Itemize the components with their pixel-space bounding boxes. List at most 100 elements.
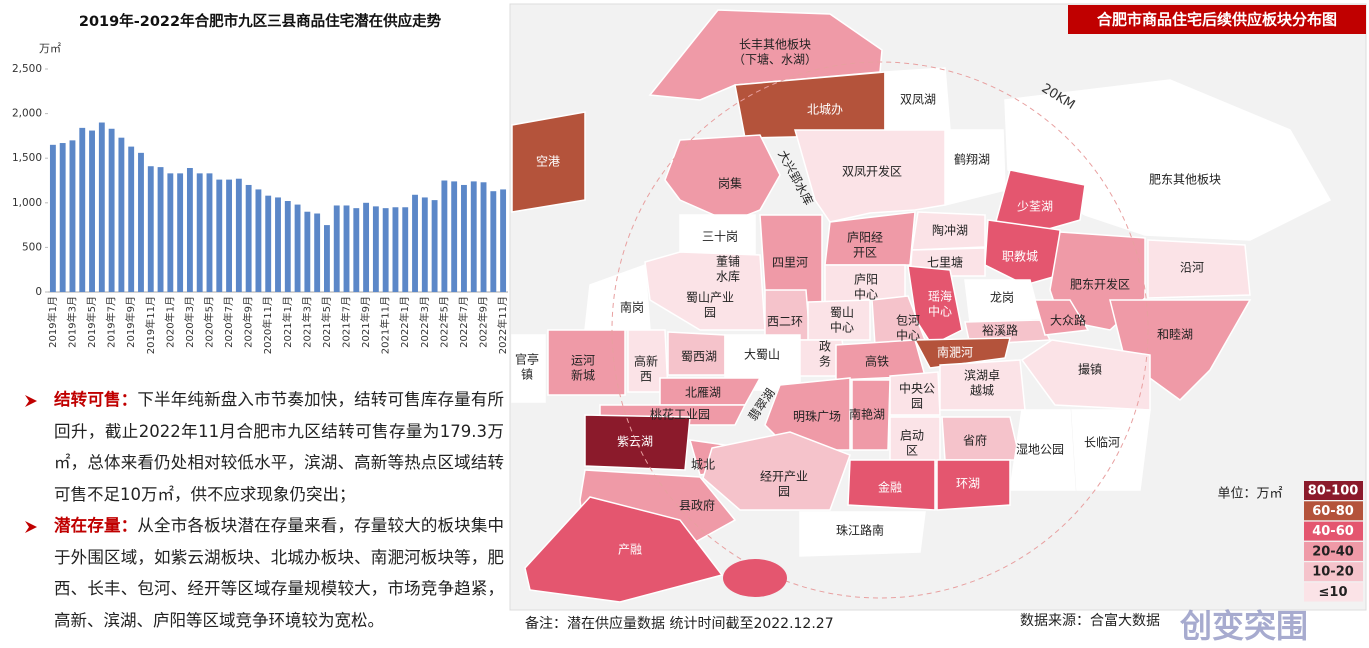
legend-swatch bbox=[1304, 481, 1363, 500]
bar bbox=[167, 173, 174, 292]
map-region bbox=[511, 334, 546, 403]
region-label: 长临河 bbox=[1084, 436, 1120, 450]
bar bbox=[235, 178, 242, 292]
bar bbox=[157, 167, 164, 292]
map-title-bg bbox=[1068, 5, 1366, 34]
legend-label: 20-40 bbox=[1312, 544, 1354, 559]
region-label: 镇 bbox=[521, 368, 533, 382]
region-label: 中心 bbox=[896, 328, 920, 343]
bar bbox=[118, 137, 125, 292]
x-tick-label: 2020年7月 bbox=[222, 296, 235, 348]
bar bbox=[59, 143, 66, 292]
x-tick-label: 2020年9月 bbox=[242, 296, 255, 348]
bar bbox=[186, 168, 193, 292]
bar bbox=[461, 184, 467, 292]
region-label: 越城 bbox=[970, 384, 994, 398]
region-label: 启动 bbox=[900, 429, 924, 443]
bar bbox=[196, 173, 203, 292]
map-region bbox=[1147, 239, 1251, 299]
footnote: 备注：潜在供应量数据 统计时间截至2022.12.27 bbox=[525, 615, 834, 632]
region-label: 双凤开发区 bbox=[842, 164, 902, 179]
y-tick-label: 0 bbox=[35, 286, 42, 298]
watermark: 创变突围 bbox=[1179, 607, 1308, 645]
region-label: 园 bbox=[911, 397, 923, 411]
map-region bbox=[1020, 339, 1151, 411]
region-label: 开区 bbox=[853, 246, 877, 260]
x-tick-label: 2022年5月 bbox=[437, 296, 450, 348]
bar bbox=[294, 204, 301, 292]
legend-swatch bbox=[1304, 501, 1363, 521]
radius-circle bbox=[611, 61, 1149, 599]
bar bbox=[324, 225, 330, 292]
region-label: 蜀山 bbox=[830, 306, 854, 320]
region-label: 经开产业 bbox=[760, 470, 808, 484]
bar bbox=[89, 130, 95, 292]
map-region bbox=[584, 414, 691, 471]
bullet-body: 下半年纯新盘入市节奏加快，结转可售库存量有所回升，截止2022年11月合肥市九区… bbox=[54, 390, 505, 504]
region-label: 园 bbox=[704, 306, 716, 320]
region-label: 岗集 bbox=[718, 176, 742, 191]
map-title: 合肥市商品住宅后续供应板块分布图 bbox=[1096, 11, 1337, 29]
map-region bbox=[851, 379, 891, 451]
bar bbox=[275, 197, 281, 292]
bar bbox=[412, 194, 418, 292]
x-tick-label: 2020年5月 bbox=[202, 296, 215, 348]
bar bbox=[138, 152, 144, 292]
y-tick-label: 2,500 bbox=[12, 63, 42, 75]
region-label: 珠江路南 bbox=[836, 523, 884, 538]
x-tick-label: 2019年9月 bbox=[124, 296, 137, 348]
region-label: 湿地公园 bbox=[1016, 442, 1064, 457]
bar bbox=[98, 122, 105, 293]
bar bbox=[49, 144, 56, 292]
region-label: 中央公 bbox=[899, 381, 935, 396]
x-tick-label: 2021年5月 bbox=[320, 296, 333, 348]
region-label: 七里塘 bbox=[927, 255, 963, 270]
bar bbox=[226, 179, 232, 292]
bar bbox=[128, 146, 135, 292]
legend-swatch bbox=[1304, 582, 1363, 602]
region-label: 沿河 bbox=[1180, 261, 1204, 275]
x-tick-label: 2022年9月 bbox=[477, 296, 490, 348]
x-tick-label: 2020年3月 bbox=[183, 296, 196, 348]
bar bbox=[284, 201, 291, 292]
region-label: 庐阳 bbox=[854, 272, 878, 287]
map-region bbox=[913, 337, 1011, 369]
region-label: 官亭 bbox=[515, 352, 539, 367]
bar bbox=[304, 211, 311, 292]
y-axis-label: 万㎡ bbox=[39, 42, 61, 55]
map-region bbox=[648, 9, 883, 101]
map-region bbox=[994, 169, 1086, 231]
region-label: 蜀山产业 bbox=[686, 291, 734, 305]
bar bbox=[382, 208, 389, 292]
bar bbox=[333, 205, 340, 292]
bar bbox=[480, 182, 487, 292]
legend-label: 80-100 bbox=[1308, 484, 1359, 499]
bar-chart: 0 500 1,000 1,500 2,000 2,500 2019年1月 2019年3月 20… bbox=[12, 63, 509, 354]
region-label: 水库 bbox=[716, 269, 740, 284]
bar bbox=[372, 206, 379, 292]
region-label: 滨湖卓 bbox=[964, 368, 1000, 383]
region-label: 撮镇 bbox=[1078, 363, 1102, 377]
bullet-heading: 潜在存量： bbox=[54, 516, 138, 535]
region-label: 政 bbox=[819, 340, 831, 354]
x-tick-label: 2021年7月 bbox=[340, 296, 353, 348]
bullet: 潜在存量：从全市各板块潜在存量来看，存量较大的板块集中于外围区域，如紫云湖板块、… bbox=[22, 510, 504, 636]
region-label: 金融 bbox=[878, 480, 902, 495]
region-label: 省府 bbox=[963, 433, 987, 448]
region-label: （下塘、水湖） bbox=[733, 52, 817, 67]
map-region bbox=[799, 511, 926, 557]
x-tick-label: 2022年1月 bbox=[398, 296, 411, 348]
region-label: 瑶海 bbox=[928, 289, 952, 304]
commentary: 结转可售：下半年纯新盘入市节奏加快，结转可售库存量有所回升，截止2022年11月… bbox=[22, 384, 504, 636]
bar bbox=[216, 179, 223, 292]
region-label: 产融 bbox=[618, 543, 642, 557]
region-label: 明珠广场 bbox=[793, 410, 841, 424]
map-region bbox=[907, 265, 963, 346]
legend-swatch bbox=[1304, 562, 1363, 582]
bar bbox=[108, 128, 115, 292]
bar bbox=[500, 189, 507, 292]
x-tick-label: 2022年7月 bbox=[457, 296, 470, 348]
region-label: 园 bbox=[778, 485, 790, 499]
